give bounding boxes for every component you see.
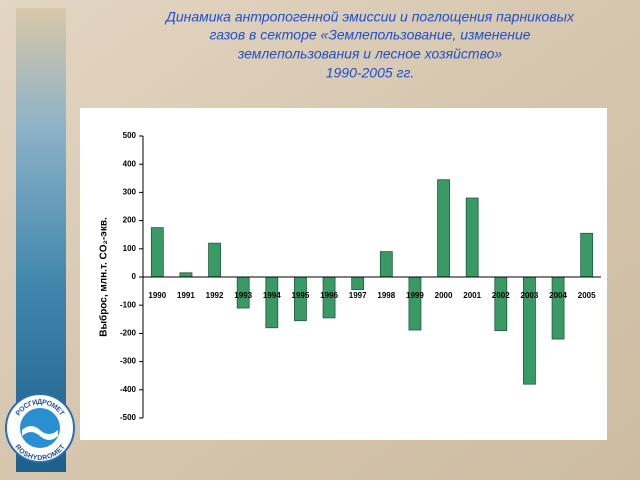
- y-axis-label: Выброс, млн.т. CO₂-экв.: [98, 217, 110, 337]
- logo-wave: [22, 426, 58, 440]
- bar: [437, 179, 450, 278]
- bar: [179, 272, 193, 278]
- bar: [265, 276, 279, 329]
- y-tick-label: -100: [120, 300, 137, 309]
- x-tick-label: 2005: [578, 291, 596, 300]
- title-line: землепользования и лесное хозяйство»: [237, 46, 503, 62]
- x-tick-label: 1996: [320, 291, 338, 300]
- x-tick-label: 1998: [377, 291, 395, 300]
- x-tick-label: 2004: [549, 291, 567, 300]
- x-tick-label: 1999: [406, 291, 424, 300]
- y-tick-label: 400: [123, 159, 137, 168]
- y-tick-label: 200: [123, 216, 137, 225]
- bar: [379, 251, 393, 278]
- x-tick-label: 1990: [148, 291, 166, 300]
- x-tick-label: 1994: [263, 291, 281, 300]
- y-tick-label: 100: [123, 244, 137, 253]
- title: Динамика антропогенной эмиссии и поглоще…: [164, 9, 575, 81]
- x-tick-label: 2001: [463, 291, 481, 300]
- y-tick-label: -200: [120, 329, 137, 338]
- y-tick-label: -300: [120, 357, 137, 366]
- plot: -500 -400 -300 -200 -100 0 100 200 300 400 500 1990…: [120, 131, 601, 422]
- bar: [408, 276, 422, 331]
- x-tick-label: 1993: [234, 291, 252, 300]
- bar: [465, 197, 479, 278]
- bar: [150, 227, 164, 278]
- bar: [580, 232, 594, 278]
- x-tick-label: 1997: [349, 291, 367, 300]
- bar: [351, 276, 365, 291]
- title-line: газов в секторе «Землепользование, измен…: [209, 27, 530, 43]
- x-tick-label: 2003: [521, 291, 539, 300]
- y-tick-label: 0: [132, 272, 137, 281]
- x-tick-label: 2000: [435, 291, 453, 300]
- logo: РОСГИДРОМЕТ ROSHYDROMET: [5, 393, 75, 463]
- y-tick-label: -400: [120, 385, 137, 394]
- bar: [551, 276, 565, 340]
- x-tick-label: 1995: [292, 291, 310, 300]
- x-tick-label: 1991: [177, 291, 195, 300]
- y-tick-label: 500: [123, 131, 137, 140]
- chart-area: [80, 108, 607, 440]
- bar: [208, 242, 221, 278]
- title-line: Динамика антропогенной эмиссии и поглоще…: [164, 9, 575, 25]
- x-tick-label: 1992: [206, 291, 224, 300]
- y-tick-label: -500: [120, 413, 137, 422]
- y-tick-label: 300: [123, 188, 137, 197]
- bar: [494, 276, 508, 331]
- title-line: 1990-2005 гг.: [326, 65, 415, 81]
- x-tick-label: 2002: [492, 291, 510, 300]
